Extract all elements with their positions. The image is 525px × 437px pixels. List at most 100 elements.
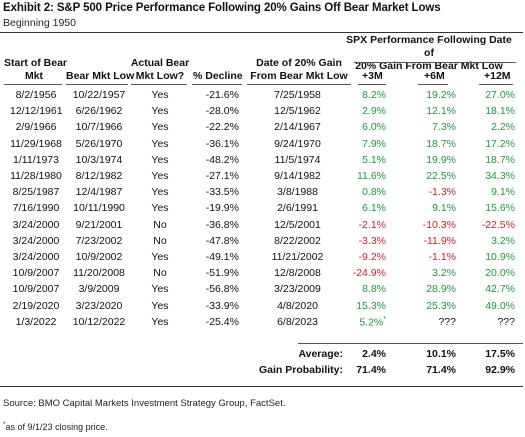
cell-start-text: 11/29/1968 bbox=[10, 137, 62, 150]
cell-actual-low: Yes bbox=[140, 170, 180, 182]
cell-gain-date: 2/6/1991 bbox=[250, 202, 345, 214]
cell-bear-mkt-low: 5/26/1970 bbox=[64, 138, 134, 150]
cell-gain-date-text: 12/5/1962 bbox=[274, 105, 321, 118]
table-row: 3/24/2000 10/9/2002 Yes -49.1% 11/21/2002 -9.… bbox=[0, 251, 525, 267]
cell-6m-text: 3.2% bbox=[432, 267, 456, 280]
cell-12m: 18.7% bbox=[470, 154, 515, 166]
cell-6m-text: 22.5% bbox=[426, 170, 456, 182]
table-row: 11/29/1968 5/26/1970 Yes -36.1% 9/24/1970 7.9… bbox=[0, 138, 525, 154]
cell-actual-low: Yes bbox=[140, 202, 180, 214]
cell-actual-low-text: Yes bbox=[151, 89, 169, 101]
cell-actual-low: No bbox=[140, 235, 180, 247]
gain-probability-label: Gain Probability: bbox=[258, 364, 343, 376]
cell-6m: 19.2% bbox=[410, 89, 456, 101]
cell-decline: -25.4% bbox=[182, 316, 239, 328]
cell-actual-low: Yes bbox=[140, 89, 180, 101]
cell-6m-text: -1.1% bbox=[428, 251, 456, 263]
header-start-line-1: Start of Bear bbox=[4, 57, 68, 69]
cell-bear-mkt-low-text: 3/9/2009 bbox=[78, 283, 120, 296]
cell-3m: 7.9% bbox=[340, 138, 386, 150]
header-actual-bear-mkt-low: Actual Bear Mkt Low? bbox=[130, 57, 190, 83]
cell-gain-date: 6/8/2023 bbox=[250, 316, 345, 328]
cell-gain-date: 2/14/1967 bbox=[250, 121, 345, 133]
table-row: 8/2/1956 10/22/1957 Yes -21.6% 7/25/1958 8.2%… bbox=[0, 89, 525, 105]
cell-bear-mkt-low: 3/9/2009 bbox=[64, 283, 134, 295]
cell-start: 11/29/1968 bbox=[10, 138, 62, 150]
cell-decline: -51.9% bbox=[182, 267, 239, 279]
cell-bear-mkt-low-text: 9/21/2001 bbox=[75, 218, 123, 231]
cell-actual-low-text: No bbox=[153, 218, 167, 231]
cell-actual-low-text: Yes bbox=[151, 299, 169, 312]
cell-gain-date: 11/21/2002 bbox=[250, 251, 345, 263]
cell-start-text: 11/28/1980 bbox=[10, 170, 62, 182]
cell-actual-low-text: Yes bbox=[151, 315, 169, 328]
header-gain-line-1: Date of 20% Gain bbox=[256, 57, 342, 69]
cell-actual-low: Yes bbox=[140, 105, 180, 117]
underline-start bbox=[4, 84, 62, 85]
exhibit-subtitle: Beginning 1950 bbox=[3, 17, 76, 29]
cell-start-text: 8/25/1987 bbox=[12, 186, 60, 199]
cell-gain-date-text: 6/8/2023 bbox=[277, 315, 318, 328]
cell-12m-text: 34.3% bbox=[485, 170, 515, 182]
header-start-of-bear: Start of Bear Mkt bbox=[4, 57, 68, 83]
footnote-ref: * bbox=[383, 315, 386, 323]
cell-6m: 18.7% bbox=[410, 138, 456, 150]
cell-actual-low-text: Yes bbox=[151, 186, 169, 199]
cell-3m-text: -9.2% bbox=[358, 251, 386, 263]
table-row: 3/24/2000 9/21/2001 No -36.8% 12/5/2001 -2.1%… bbox=[0, 219, 525, 235]
cell-bear-mkt-low-text: 8/12/1982 bbox=[75, 170, 123, 182]
table-row: 8/25/1987 12/4/1987 Yes -33.5% 3/8/1988 0.8% -… bbox=[0, 186, 525, 202]
table-row: 10/9/2007 3/9/2009 Yes -56.8% 3/23/2009 8.8% 2… bbox=[0, 283, 525, 299]
header-start-line-2: Mkt bbox=[24, 70, 44, 82]
cell-3m: -24.9% bbox=[340, 267, 386, 279]
cell-6m: 3.2% bbox=[410, 267, 456, 279]
average-12m: 17.5% bbox=[485, 348, 515, 360]
cell-12m: 42.7% bbox=[470, 283, 515, 295]
spx-performance-header: SPX Performance Following Date of 20% Ga… bbox=[340, 34, 518, 73]
cell-3m-text: -3.3% bbox=[358, 234, 386, 247]
cell-bear-mkt-low: 9/21/2001 bbox=[64, 219, 134, 231]
cell-actual-low-text: Yes bbox=[151, 170, 169, 182]
cell-decline: -49.1% bbox=[182, 251, 239, 263]
cell-3m-text: -24.9% bbox=[352, 267, 386, 280]
cell-decline-text: -36.1% bbox=[205, 137, 239, 150]
cell-3m: -3.3% bbox=[340, 235, 386, 247]
cell-6m: ??? bbox=[410, 316, 456, 328]
cell-12m-text: 3.2% bbox=[491, 234, 515, 247]
spx-header-line-1: SPX Performance Following Date of bbox=[346, 34, 512, 59]
underline-3m bbox=[358, 84, 386, 85]
cell-actual-low-text: Yes bbox=[151, 105, 169, 118]
table-row: 11/28/1980 8/12/1982 Yes -27.1% 9/14/1982 11.… bbox=[0, 170, 525, 186]
cell-decline: -33.9% bbox=[182, 300, 239, 312]
cell-decline: -28.0% bbox=[182, 105, 239, 117]
cell-decline: -21.6% bbox=[182, 89, 239, 101]
cell-actual-low: Yes bbox=[140, 251, 180, 263]
cell-start: 3/24/2000 bbox=[10, 235, 62, 247]
cell-6m-text: -11.9% bbox=[423, 234, 457, 247]
cell-actual-low: Yes bbox=[140, 283, 180, 295]
cell-bear-mkt-low-text: 6/26/1962 bbox=[75, 105, 123, 118]
cell-gain-date-text: 7/25/1958 bbox=[274, 89, 321, 101]
underline-6m bbox=[418, 84, 448, 85]
cell-gain-date-text: 11/5/1974 bbox=[274, 153, 321, 166]
average-label: Average: bbox=[298, 348, 343, 360]
cell-12m: 34.3% bbox=[470, 170, 515, 182]
cell-start-text: 10/9/2007 bbox=[12, 267, 60, 280]
table-row: 7/16/1990 10/11/1990 Yes -19.9% 2/6/1991 6.1%… bbox=[0, 202, 525, 218]
cell-gain-date: 3/23/2009 bbox=[250, 283, 345, 295]
cell-12m-text: 10.9% bbox=[485, 251, 515, 263]
cell-bear-mkt-low-text: 10/12/2022 bbox=[72, 315, 126, 328]
cell-actual-low-text: Yes bbox=[151, 283, 169, 296]
cell-12m-text: ??? bbox=[497, 315, 515, 328]
cell-3m-text: 5.2% bbox=[359, 316, 384, 329]
cell-actual-low-text: Yes bbox=[151, 153, 169, 166]
cell-3m: 11.6% bbox=[340, 170, 386, 182]
cell-decline-text: -47.8% bbox=[205, 234, 239, 247]
footnote: *as of 9/1/23 closing price. bbox=[3, 421, 108, 432]
cell-start: 3/24/2000 bbox=[10, 251, 62, 263]
cell-gain-date: 8/22/2002 bbox=[250, 235, 345, 247]
header-12m: +12M bbox=[484, 70, 511, 82]
cell-bear-mkt-low-text: 11/20/2008 bbox=[73, 267, 125, 280]
gain-probability-3m: 71.4% bbox=[356, 364, 386, 376]
